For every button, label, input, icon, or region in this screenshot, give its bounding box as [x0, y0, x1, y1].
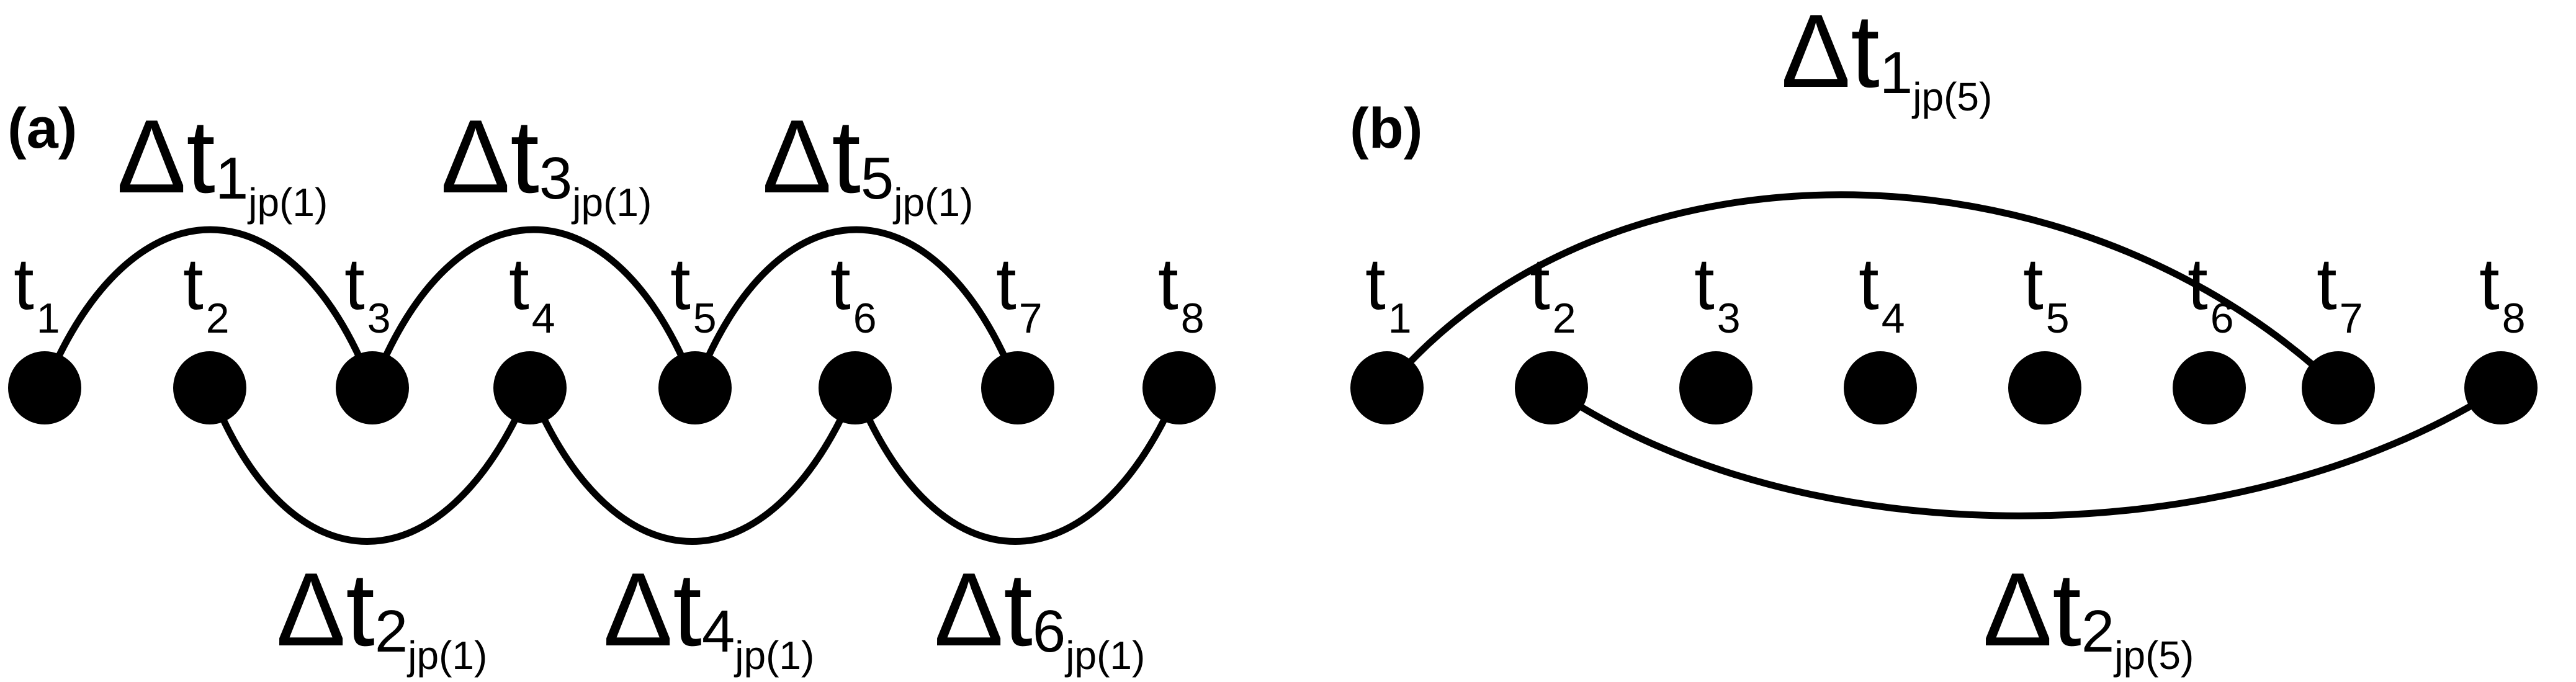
node-a-t3: [336, 351, 409, 424]
node-b-t7-label: t7: [2317, 243, 2363, 342]
node-a-t3-label: t3: [344, 243, 391, 342]
node-b-t6: [2173, 351, 2246, 424]
node-b-t2: [1515, 351, 1588, 424]
interval-a-dt6-label: Δt6jp(1): [934, 551, 1145, 678]
arc-a-dt1: [41, 226, 376, 392]
interval-a-dt1-label: Δt1jp(1): [117, 98, 328, 225]
node-b-t8-label: t8: [2479, 243, 2526, 342]
node-b-t6-label: t6: [2188, 243, 2234, 342]
interval-b-dt1-label: Δt1jp(5): [1781, 0, 1992, 119]
node-b-t3-label: t3: [1694, 243, 1741, 342]
arc-a-dt4: [526, 384, 859, 545]
arc-a-dt5: [691, 226, 1021, 392]
node-b-t5: [2008, 351, 2081, 424]
panel-a-label: (a): [7, 97, 77, 160]
interval-a-dt3-label: Δt3jp(1): [441, 98, 652, 225]
arc-a-dt3: [369, 226, 699, 392]
node-b-t5-label: t5: [2023, 243, 2070, 342]
interval-b-dt2-label: Δt2jp(5): [1983, 551, 2194, 678]
panel-a: (a) t1 t2 t3 t4 t5 t6 t7 t8 Δt1jp(1) Δt3…: [7, 97, 1216, 678]
node-a-t6: [819, 351, 892, 424]
arc-b-dt1: [1383, 191, 2342, 392]
node-a-t1: [8, 351, 81, 424]
node-b-t4-label: t4: [1859, 243, 1905, 342]
node-a-t2-label: t2: [183, 243, 230, 342]
panel-b: (b) t1 t2 t3 t4 t5 t6 t7 t8 Δt1jp(5) Δt2…: [1350, 0, 2538, 678]
node-a-t4-label: t4: [509, 243, 555, 342]
arc-a-dt2: [206, 384, 534, 545]
panel-b-label: (b): [1350, 97, 1422, 160]
node-b-t4: [1844, 351, 1917, 424]
node-a-t8: [1142, 351, 1216, 424]
node-a-t5-label: t5: [670, 243, 717, 342]
arc-a-dt6: [851, 384, 1183, 545]
interval-a-dt4-label: Δt4jp(1): [603, 551, 814, 678]
arc-b-dt2: [1548, 384, 2505, 519]
node-b-t1: [1350, 351, 1424, 424]
interval-a-dt5-label: Δt5jp(1): [762, 98, 973, 225]
node-a-t4: [493, 351, 567, 424]
node-b-t7: [2302, 351, 2375, 424]
node-b-t8: [2464, 351, 2538, 424]
node-b-t2-label: t2: [1530, 243, 1576, 342]
node-a-t7: [981, 351, 1054, 424]
node-a-t2: [173, 351, 246, 424]
node-b-t3: [1679, 351, 1752, 424]
node-a-t5: [658, 351, 732, 424]
node-a-t8-label: t8: [1158, 243, 1205, 342]
node-a-t1-label: t1: [14, 243, 60, 342]
node-a-t7-label: t7: [996, 243, 1043, 342]
node-a-t6-label: t6: [830, 243, 877, 342]
node-b-t1-label: t1: [1365, 243, 1412, 342]
interval-a-dt2-label: Δt2jp(1): [276, 551, 487, 678]
